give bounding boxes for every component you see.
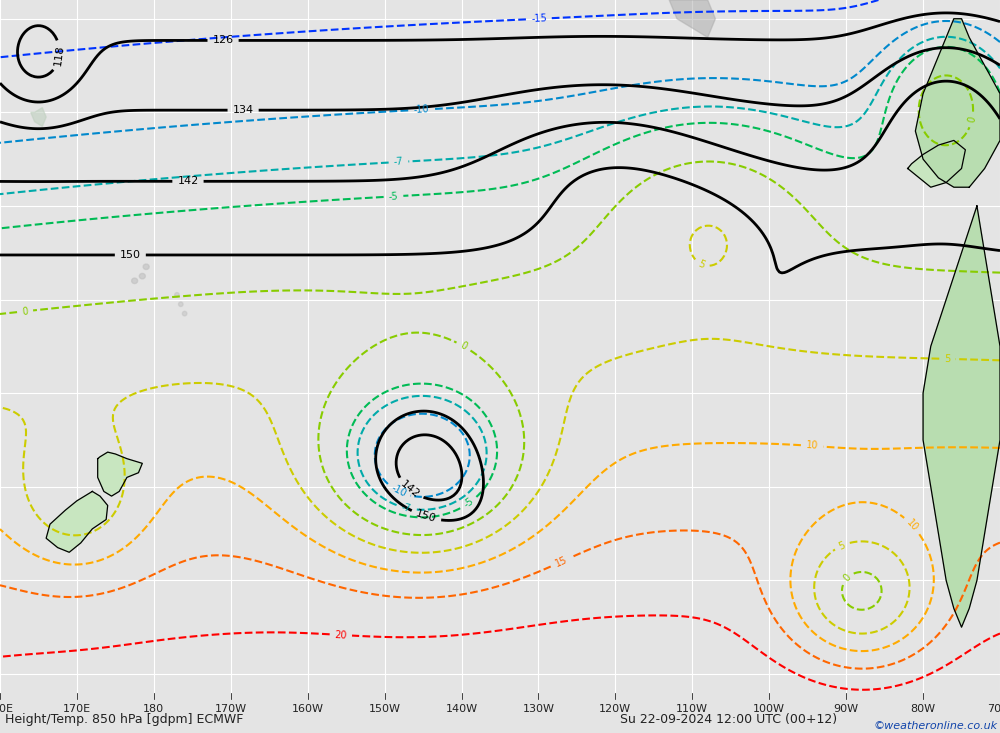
Text: 10: 10 xyxy=(806,441,818,452)
Text: 142: 142 xyxy=(177,177,199,186)
Text: 70W: 70W xyxy=(987,704,1000,714)
Text: -10: -10 xyxy=(389,483,408,499)
Text: 140W: 140W xyxy=(445,704,478,714)
Polygon shape xyxy=(132,278,138,284)
Text: 120W: 120W xyxy=(599,704,631,714)
Text: 100W: 100W xyxy=(753,704,785,714)
Text: 126: 126 xyxy=(212,35,234,45)
Text: 180: 180 xyxy=(143,704,164,714)
Text: -5: -5 xyxy=(388,191,399,202)
Text: 170E: 170E xyxy=(63,704,91,714)
Text: -15: -15 xyxy=(531,13,547,24)
Text: -7: -7 xyxy=(400,502,412,514)
Text: -10: -10 xyxy=(413,104,429,115)
Polygon shape xyxy=(669,0,715,37)
Polygon shape xyxy=(139,273,145,279)
Text: ©weatheronline.co.uk: ©weatheronline.co.uk xyxy=(874,721,998,731)
Text: 110W: 110W xyxy=(676,704,708,714)
Text: 15: 15 xyxy=(553,555,569,569)
Text: 5: 5 xyxy=(837,539,847,551)
Text: 134: 134 xyxy=(233,105,254,115)
Text: 0: 0 xyxy=(459,340,469,352)
Text: 150: 150 xyxy=(120,250,141,260)
Polygon shape xyxy=(175,292,179,297)
Text: 0: 0 xyxy=(841,572,853,583)
Text: 170W: 170W xyxy=(215,704,247,714)
Text: 90W: 90W xyxy=(834,704,859,714)
Text: 20: 20 xyxy=(334,630,347,641)
Text: 118: 118 xyxy=(53,45,65,67)
Text: Height/Temp. 850 hPa [gdpm] ECMWF: Height/Temp. 850 hPa [gdpm] ECMWF xyxy=(5,712,243,726)
Text: 0: 0 xyxy=(966,116,978,124)
Polygon shape xyxy=(182,312,187,316)
Text: 142: 142 xyxy=(399,479,421,500)
Text: Su 22-09-2024 12:00 UTC (00+12): Su 22-09-2024 12:00 UTC (00+12) xyxy=(620,712,837,726)
Polygon shape xyxy=(908,141,965,187)
Text: 150W: 150W xyxy=(369,704,401,714)
Text: 130W: 130W xyxy=(522,704,554,714)
Text: 0: 0 xyxy=(21,306,29,317)
Polygon shape xyxy=(98,452,142,496)
Polygon shape xyxy=(46,491,108,552)
Text: 10: 10 xyxy=(904,517,920,534)
Polygon shape xyxy=(31,108,46,126)
Text: 150: 150 xyxy=(415,509,438,525)
Text: 160E: 160E xyxy=(0,704,14,714)
Polygon shape xyxy=(143,264,149,270)
Text: 160W: 160W xyxy=(292,704,324,714)
Text: 80W: 80W xyxy=(911,704,936,714)
Polygon shape xyxy=(179,302,183,306)
Polygon shape xyxy=(915,19,1000,187)
Text: 5: 5 xyxy=(944,354,951,364)
Text: -5: -5 xyxy=(462,496,476,510)
Polygon shape xyxy=(923,206,1000,627)
Text: 5: 5 xyxy=(697,259,707,270)
Text: -7: -7 xyxy=(393,157,404,167)
